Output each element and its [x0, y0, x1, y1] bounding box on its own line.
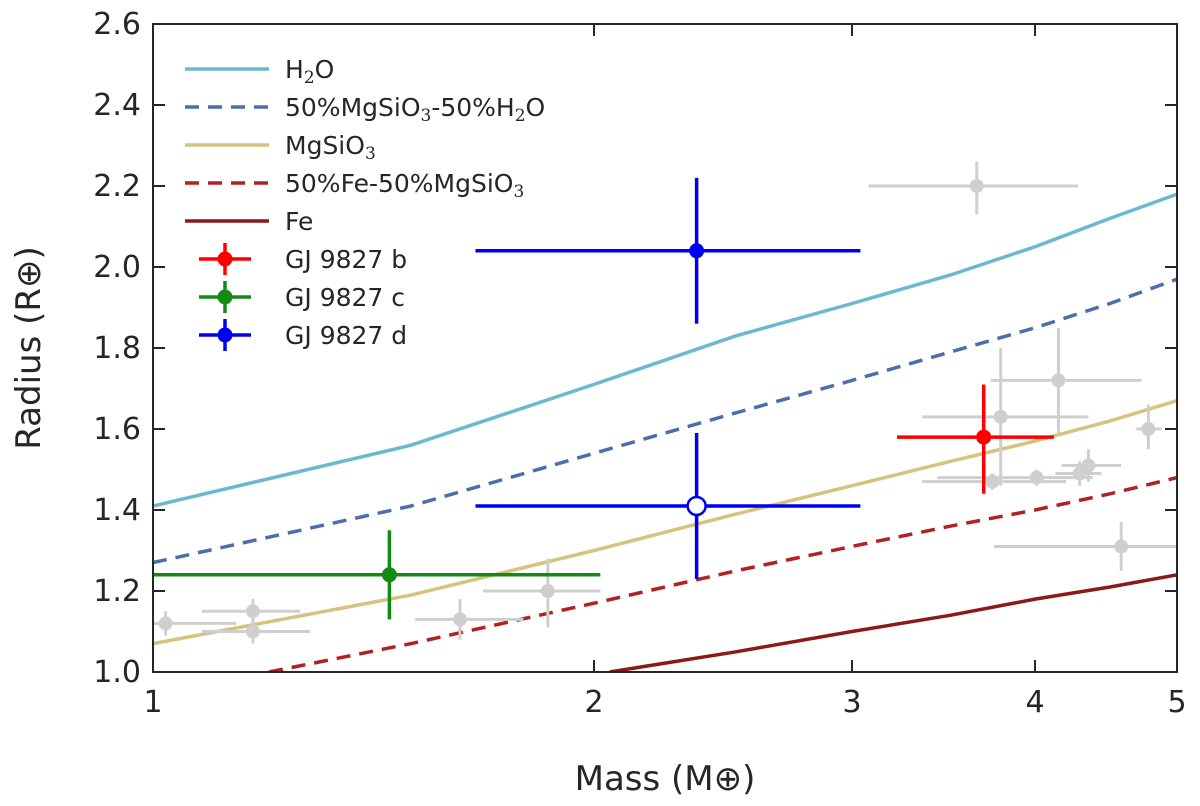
other-planet-point — [868, 161, 1079, 215]
gj-9827-b-point — [897, 384, 1054, 494]
gj-9827-c-point-marker — [381, 567, 397, 583]
legend-label: GJ 9827 c — [285, 283, 405, 312]
legend-swatch-marker — [217, 251, 233, 267]
x-tick-label: 5 — [1167, 685, 1186, 720]
y-tick-label: 2.6 — [93, 7, 141, 42]
curve-50-mgsio3-50-h2o — [153, 277, 1177, 565]
gj-9827-d-alt-point-marker — [686, 495, 707, 517]
legend-label: 50%MgSiO3​-50%H2​O — [285, 93, 545, 126]
other-planet-point-marker — [1072, 466, 1087, 481]
curve-mgsio3 — [153, 399, 1177, 646]
other-planet-point — [922, 473, 1067, 490]
y-tick-label: 1.4 — [93, 493, 141, 528]
composition-curves — [153, 192, 1177, 672]
other-planet-point-marker — [158, 616, 173, 631]
gj-9827-d-point-marker — [689, 243, 705, 259]
other-planet-point-marker — [540, 584, 555, 598]
y-tick-label: 2.2 — [93, 169, 141, 204]
curve-h2o — [153, 192, 1177, 508]
y-tick-label: 1.8 — [93, 331, 141, 366]
other-planet-point — [415, 599, 524, 640]
other-planet-point — [153, 611, 237, 636]
other-planets — [153, 161, 1177, 644]
legend: H2​O 50%MgSiO3​-50%H2​O MgSiO3​ 50%Fe-50%Mg… — [185, 55, 545, 351]
legend-label: 50%Fe-50%MgSiO3​ — [285, 169, 524, 202]
other-planet-point-marker — [1051, 373, 1066, 388]
other-planet-point-marker — [245, 604, 260, 619]
legend-label: Fe — [285, 207, 313, 236]
other-planet-point-marker — [969, 179, 984, 193]
y-tick-label: 1.6 — [93, 412, 141, 447]
gj-9827-d-alt-point — [475, 433, 861, 579]
y-tick-label: 2.0 — [93, 250, 141, 285]
legend-label: GJ 9827 d — [285, 321, 407, 350]
other-planet-point — [990, 327, 1142, 434]
legend-label: H2​O — [285, 55, 334, 88]
other-planet-point — [483, 558, 601, 628]
x-tick-label: 3 — [842, 685, 861, 720]
other-planet-point — [1061, 449, 1122, 482]
x-tick-label: 4 — [1025, 685, 1044, 720]
y-axis-label: Radius (R⊕) — [9, 246, 49, 449]
other-planet-point — [937, 469, 1093, 486]
other-planet-point — [993, 522, 1177, 571]
y-tick-label: 1.0 — [93, 655, 141, 690]
gj-9827-b-point-marker — [976, 429, 992, 445]
other-planet-point — [922, 348, 1089, 486]
legend-swatch-marker — [217, 327, 233, 343]
y-tick-label: 1.2 — [93, 574, 141, 609]
other-planet-point-marker — [452, 612, 467, 627]
other-planet-point — [1055, 461, 1102, 486]
other-planet-point — [201, 619, 311, 644]
axis-ticks: 1 2 3 4 5 1.0 1.2 1.4 1.6 1.8 2.0 2.2 2.4 2.6 — [93, 7, 1186, 720]
legend-label: MgSiO3​ — [285, 131, 376, 164]
gj-9827-c-point — [153, 530, 601, 620]
x-axis-label: Mass (M⊕) — [575, 759, 756, 799]
other-planet-point-marker — [1029, 470, 1044, 485]
other-planet-point-marker — [1114, 539, 1129, 554]
gj9827-planets — [153, 177, 1054, 620]
curve-50-fe-50-mgsio3 — [268, 475, 1177, 672]
legend-swatch-marker — [217, 289, 233, 305]
curve-fe — [609, 573, 1177, 672]
other-planet-point-marker — [993, 409, 1008, 424]
x-tick-label: 2 — [584, 685, 603, 720]
x-tick-label: 1 — [143, 685, 162, 720]
legend-label: GJ 9827 b — [285, 245, 407, 274]
other-planet-point-marker — [1081, 458, 1096, 473]
y-tick-label: 2.4 — [93, 88, 141, 123]
other-planet-point-marker — [245, 624, 260, 639]
gj-9827-d-point — [475, 177, 861, 324]
other-planet-point — [1136, 404, 1162, 450]
other-planet-point-marker — [1141, 422, 1156, 436]
